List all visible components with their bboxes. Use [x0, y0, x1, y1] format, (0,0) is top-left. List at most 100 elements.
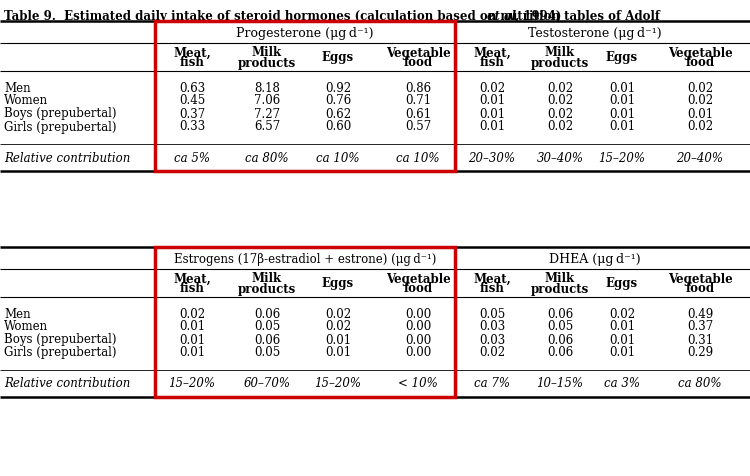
- Text: Meat,: Meat,: [473, 272, 511, 285]
- Text: food: food: [686, 56, 715, 69]
- Text: fish: fish: [479, 282, 505, 295]
- Text: Girls (prepubertal): Girls (prepubertal): [4, 120, 116, 133]
- Text: 0.01: 0.01: [325, 333, 351, 346]
- Text: 0.03: 0.03: [478, 333, 506, 346]
- Text: 0.01: 0.01: [479, 94, 505, 107]
- Text: 15–20%: 15–20%: [169, 377, 215, 390]
- Text: Milk: Milk: [545, 46, 575, 60]
- Text: 0.29: 0.29: [687, 346, 713, 359]
- Text: Estrogens (17β-estradiol + estrone) (μg d⁻¹): Estrogens (17β-estradiol + estrone) (μg …: [174, 252, 436, 265]
- Text: 0.60: 0.60: [325, 120, 351, 133]
- Text: Eggs: Eggs: [606, 51, 638, 64]
- Text: Girls (prepubertal): Girls (prepubertal): [4, 346, 116, 359]
- Text: 15–20%: 15–20%: [598, 151, 646, 164]
- Text: 0.03: 0.03: [478, 320, 506, 333]
- Text: 0.00: 0.00: [405, 320, 431, 333]
- Text: 0.01: 0.01: [179, 320, 205, 333]
- Text: food: food: [404, 282, 433, 295]
- Text: et al: et al: [487, 10, 516, 23]
- Text: fish: fish: [179, 56, 205, 69]
- Text: 0.86: 0.86: [405, 81, 431, 94]
- Text: Vegetable: Vegetable: [668, 272, 732, 285]
- Text: 0.05: 0.05: [254, 320, 280, 333]
- Text: 0.02: 0.02: [479, 81, 505, 94]
- Text: 0.01: 0.01: [609, 94, 635, 107]
- Text: 15–20%: 15–20%: [314, 377, 362, 390]
- Text: 0.02: 0.02: [687, 81, 713, 94]
- Text: 0.01: 0.01: [609, 81, 635, 94]
- Text: products: products: [531, 56, 590, 69]
- Text: 30–40%: 30–40%: [536, 151, 584, 164]
- Text: 0.01: 0.01: [687, 107, 713, 120]
- Text: Women: Women: [4, 320, 48, 333]
- Text: 0.31: 0.31: [687, 333, 713, 346]
- Text: 0.02: 0.02: [687, 120, 713, 133]
- Text: 0.06: 0.06: [254, 333, 280, 346]
- Text: ca 80%: ca 80%: [678, 377, 722, 390]
- Text: 0.02: 0.02: [547, 94, 573, 107]
- Text: 7.06: 7.06: [254, 94, 280, 107]
- Text: 0.05: 0.05: [547, 320, 573, 333]
- Text: 0.49: 0.49: [687, 307, 713, 320]
- Text: 0.02: 0.02: [179, 307, 205, 320]
- Text: 20–30%: 20–30%: [469, 151, 515, 164]
- Text: 0.02: 0.02: [547, 107, 573, 120]
- Text: Men: Men: [4, 81, 31, 94]
- Text: food: food: [686, 282, 715, 295]
- Text: fish: fish: [479, 56, 505, 69]
- Text: 0.01: 0.01: [179, 346, 205, 359]
- Text: Progesterone (μg d⁻¹): Progesterone (μg d⁻¹): [236, 27, 374, 40]
- Text: 0.37: 0.37: [178, 107, 205, 120]
- Text: 6.57: 6.57: [254, 120, 280, 133]
- Text: products: products: [531, 282, 590, 295]
- Text: Vegetable: Vegetable: [668, 46, 732, 60]
- Text: 0.06: 0.06: [254, 307, 280, 320]
- Text: Boys (prepubertal): Boys (prepubertal): [4, 107, 116, 120]
- Text: 0.62: 0.62: [325, 107, 351, 120]
- Text: 0.63: 0.63: [178, 81, 205, 94]
- Text: 0.76: 0.76: [325, 94, 351, 107]
- Text: 0.02: 0.02: [325, 307, 351, 320]
- Text: 0.57: 0.57: [405, 120, 431, 133]
- Text: 0.05: 0.05: [478, 307, 506, 320]
- Text: Men: Men: [4, 307, 31, 320]
- Text: Eggs: Eggs: [606, 277, 638, 290]
- Text: 0.00: 0.00: [405, 307, 431, 320]
- Text: 0.01: 0.01: [325, 346, 351, 359]
- Text: Eggs: Eggs: [322, 277, 354, 290]
- Text: food: food: [404, 56, 433, 69]
- Text: 0.02: 0.02: [479, 346, 505, 359]
- Text: 0.01: 0.01: [609, 120, 635, 133]
- Text: 0.02: 0.02: [547, 120, 573, 133]
- Text: 0.01: 0.01: [479, 120, 505, 133]
- Text: 0.00: 0.00: [405, 346, 431, 359]
- Text: 0.06: 0.06: [547, 333, 573, 346]
- Text: 8.18: 8.18: [254, 81, 280, 94]
- Text: 0.92: 0.92: [325, 81, 351, 94]
- Text: Boys (prepubertal): Boys (prepubertal): [4, 333, 116, 346]
- Text: products: products: [238, 56, 296, 69]
- Bar: [155, 22, 455, 172]
- Text: ca 10%: ca 10%: [396, 151, 439, 164]
- Text: Relative contribution: Relative contribution: [4, 151, 130, 164]
- Text: products: products: [238, 282, 296, 295]
- Text: Meat,: Meat,: [173, 46, 211, 60]
- Text: 10–15%: 10–15%: [536, 377, 584, 390]
- Text: 0.02: 0.02: [687, 94, 713, 107]
- Text: Milk: Milk: [252, 272, 282, 285]
- Text: 0.71: 0.71: [405, 94, 431, 107]
- Text: 20–40%: 20–40%: [676, 151, 724, 164]
- Text: 0.06: 0.06: [547, 346, 573, 359]
- Text: 0.01: 0.01: [609, 107, 635, 120]
- Text: 0.02: 0.02: [547, 81, 573, 94]
- Text: 0.01: 0.01: [479, 107, 505, 120]
- Text: 7.27: 7.27: [254, 107, 280, 120]
- Text: 0.37: 0.37: [687, 320, 713, 333]
- Text: ca 5%: ca 5%: [174, 151, 210, 164]
- Bar: [155, 248, 455, 397]
- Text: Vegetable: Vegetable: [386, 46, 450, 60]
- Text: Milk: Milk: [252, 46, 282, 60]
- Text: 0.00: 0.00: [405, 333, 431, 346]
- Text: 0.06: 0.06: [547, 307, 573, 320]
- Text: 0.02: 0.02: [609, 307, 635, 320]
